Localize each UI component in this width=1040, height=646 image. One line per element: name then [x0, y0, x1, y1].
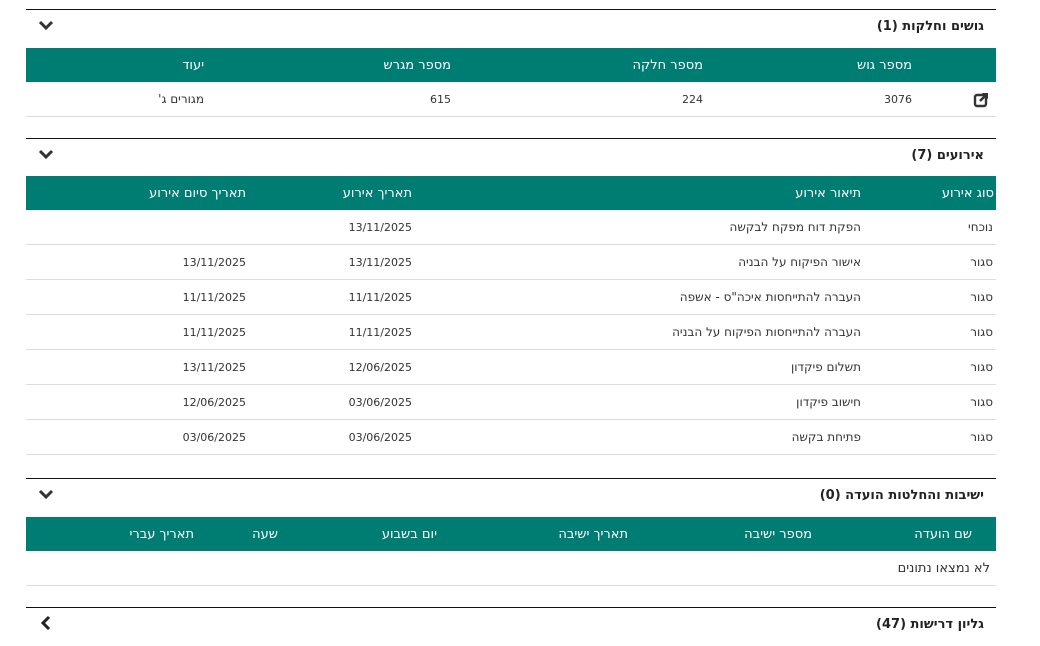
event-date-cell: 12/06/2025 [246, 349, 412, 385]
parcels-section: גושים וחלקות (1) מספר גוש מספר חלקה מספר… [26, 9, 996, 117]
event-date-cell: 11/11/2025 [246, 314, 412, 350]
event-end-date-cell: 11/11/2025 [26, 279, 246, 315]
event-end-date-cell: 13/11/2025 [26, 349, 246, 385]
chevron-left-icon[interactable] [38, 615, 54, 631]
meetings-section: ישיבות והחלטות הועדה (0) שם הועדה מספר י… [26, 478, 996, 586]
external-link-icon[interactable] [973, 91, 990, 108]
events-section: אירועים (7) סוג אירוע תיאור אירוע תאריך … [26, 138, 996, 455]
event-desc-cell: העברה להתייחסות הפיקוח על הבניה [412, 314, 861, 350]
table-row: סגור העברה להתייחסות הפיקוח על הבניה 11/11… [26, 314, 996, 350]
col-hour: שעה [194, 517, 278, 551]
event-type-cell: נוכחי [861, 210, 996, 245]
gush-cell: 3076 [703, 82, 912, 117]
table-row: סגור תשלום פיקדון 12/06/2025 13/11/2025 [26, 349, 996, 385]
empty-message: לא נמצאו נתונים [26, 551, 996, 586]
chevron-down-icon[interactable] [38, 146, 54, 162]
events-table: סוג אירוע תיאור אירוע תאריך אירוע תאריך … [26, 176, 996, 455]
col-migrash: מספר מגרש [204, 48, 451, 82]
col-icon [912, 48, 996, 82]
parcels-header[interactable]: גושים וחלקות (1) [26, 10, 996, 48]
col-yiud: יעוד [26, 48, 204, 82]
meetings-table: שם הועדה מספר ישיבה תאריך ישיבה יום בשבו… [26, 517, 996, 586]
requirements-section: גליון דרישות (47) [26, 607, 996, 644]
col-hebrew-date: תאריך עברי [26, 517, 194, 551]
event-type-cell: סגור [861, 244, 996, 280]
event-desc-cell: חישוב פיקדון [412, 384, 861, 420]
event-date-cell: 03/06/2025 [246, 419, 412, 455]
chevron-down-icon[interactable] [38, 17, 54, 33]
table-row: נוכחי הפקת דוח מפקח לבקשה 13/11/2025 [26, 210, 996, 245]
col-meeting-num: מספר ישיבה [628, 517, 812, 551]
event-type-cell: סגור [861, 279, 996, 315]
event-type-cell: סגור [861, 419, 996, 455]
helka-cell: 224 [451, 82, 703, 117]
table-row: לא נמצאו נתונים [26, 551, 996, 586]
col-helka: מספר חלקה [451, 48, 703, 82]
requirements-title: גליון דרישות (47) [876, 617, 984, 632]
col-gush: מספר גוש [703, 48, 912, 82]
chevron-down-icon[interactable] [38, 486, 54, 502]
col-event-end-date: תאריך סיום אירוע [26, 176, 246, 210]
event-type-cell: סגור [861, 349, 996, 385]
parcels-title: גושים וחלקות (1) [876, 19, 984, 34]
requirements-header[interactable]: גליון דרישות (47) [26, 608, 996, 644]
yiud-cell: מגורים ג' [26, 82, 204, 117]
event-type-cell: סגור [861, 314, 996, 350]
col-event-type: סוג אירוע [861, 176, 996, 210]
table-row: סגור אישור הפיקוח על הבניה 13/11/2025 13/11… [26, 244, 996, 280]
event-date-cell: 13/11/2025 [246, 244, 412, 280]
events-header[interactable]: אירועים (7) [26, 139, 996, 176]
event-end-date-cell: 11/11/2025 [26, 314, 246, 350]
col-meeting-date: תאריך ישיבה [437, 517, 628, 551]
event-end-date-cell: 13/11/2025 [26, 244, 246, 280]
meetings-header[interactable]: ישיבות והחלטות הועדה (0) [26, 479, 996, 517]
meetings-title: ישיבות והחלטות הועדה (0) [819, 488, 984, 503]
event-desc-cell: פתיחת בקשה [412, 419, 861, 455]
event-type-cell: סגור [861, 384, 996, 420]
migrash-cell: 615 [204, 82, 451, 117]
table-row: סגור פתיחת בקשה 03/06/2025 03/06/2025 [26, 419, 996, 455]
event-desc-cell: הפקת דוח מפקח לבקשה [412, 210, 861, 245]
col-event-desc: תיאור אירוע [412, 176, 861, 210]
event-end-date-cell [26, 210, 246, 245]
table-row: 3076 224 615 מגורים ג' [26, 82, 996, 117]
event-desc-cell: תשלום פיקדון [412, 349, 861, 385]
event-desc-cell: העברה להתייחסות איכה"ס - אשפה [412, 279, 861, 315]
event-end-date-cell: 12/06/2025 [26, 384, 246, 420]
event-date-cell: 13/11/2025 [246, 210, 412, 245]
table-row: סגור העברה להתייחסות איכה"ס - אשפה 11/11/2… [26, 279, 996, 315]
event-date-cell: 03/06/2025 [246, 384, 412, 420]
event-end-date-cell: 03/06/2025 [26, 419, 246, 455]
table-row: סגור חישוב פיקדון 03/06/2025 12/06/2025 [26, 384, 996, 420]
col-weekday: יום בשבוע [278, 517, 437, 551]
event-desc-cell: אישור הפיקוח על הבניה [412, 244, 861, 280]
parcels-table: מספר גוש מספר חלקה מספר מגרש יעוד 3076 2… [26, 48, 996, 117]
event-date-cell: 11/11/2025 [246, 279, 412, 315]
col-event-date: תאריך אירוע [246, 176, 412, 210]
col-committee: שם הועדה [812, 517, 996, 551]
events-title: אירועים (7) [911, 148, 984, 163]
